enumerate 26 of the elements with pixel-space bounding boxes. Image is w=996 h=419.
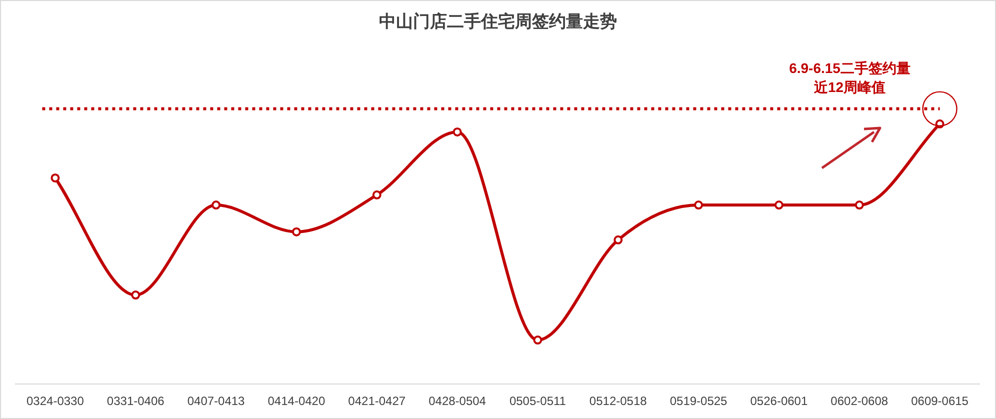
x-tick-label: 0602-0608 [830, 394, 888, 408]
point [533, 336, 542, 345]
point [50, 173, 60, 182]
text: 6.9-6.15二手签约量 [789, 60, 910, 76]
point [694, 200, 704, 210]
x-tick-label: 0609-0615 [911, 394, 969, 408]
x-tick-label: 0421-0427 [348, 394, 406, 408]
point [614, 235, 623, 244]
x-tick-label: 0519-0525 [670, 394, 728, 408]
x-tick-label: 0512-0518 [589, 394, 648, 408]
point [212, 200, 221, 210]
chart-title: 中山门店二手住宅周签约量走势 [379, 12, 617, 31]
point [854, 200, 864, 210]
text: 近12周峰值 [813, 79, 886, 95]
x-tick-label: 0324-0330 [26, 394, 84, 408]
x-tick-label: 0331-0406 [106, 394, 165, 408]
point [292, 227, 301, 236]
x-tick-label: 0407-0413 [187, 394, 246, 408]
point [372, 190, 382, 200]
point [774, 200, 784, 210]
point [131, 290, 140, 300]
x-tick-label: 0505-0511 [509, 394, 566, 408]
x-tick-label: 0526-0601 [750, 394, 808, 408]
x-tick-label: 0414-0420 [268, 394, 326, 408]
x-tick-label: 0428-0504 [428, 394, 486, 408]
point [452, 127, 462, 136]
